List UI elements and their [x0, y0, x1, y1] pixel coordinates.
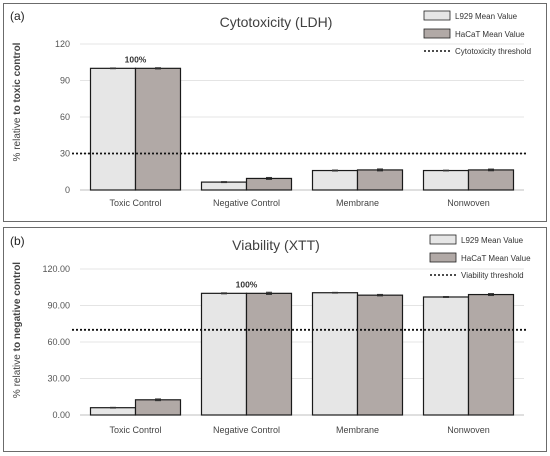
- panel-label: (a): [10, 9, 25, 23]
- x-category-label: Nonwoven: [447, 198, 490, 208]
- annotation-100-percent: 100%: [125, 54, 147, 64]
- annotation-100-percent: 100%: [236, 279, 258, 289]
- panel-label: (b): [10, 234, 25, 248]
- y-tick-label: 60.00: [47, 337, 70, 347]
- bar-l929-mean-value-nonwoven: [422, 169, 470, 191]
- bar-l929-mean-value-negative-control: [200, 292, 248, 416]
- bar-hacat-mean-value-membrane: [356, 169, 404, 191]
- legend-swatch-l929: [429, 234, 457, 245]
- legend-label-l929: L929 Mean Value: [455, 12, 518, 21]
- bar-l929-mean-value-toxic-control: [89, 407, 137, 416]
- y-axis-label: % relative to toxic control: [12, 42, 23, 161]
- y-tick-label: 90: [60, 76, 70, 86]
- chart-panel-viability: (b) Viability (XTT) % relative to negati…: [3, 227, 547, 452]
- bar-l929-mean-value-toxic-control: [89, 67, 137, 191]
- bar-hacat-mean-value-toxic-control: [134, 399, 182, 416]
- bar-l929-mean-value-negative-control: [200, 181, 248, 191]
- y-tick-label: 120: [55, 39, 70, 49]
- x-category-label: Toxic Control: [109, 198, 161, 208]
- bar-hacat-mean-value-negative-control: [245, 177, 293, 191]
- legend-swatch-l929: [423, 10, 451, 21]
- legend-label-threshold: Viability threshold: [461, 271, 524, 280]
- y-axis-label-bold: to toxic control: [12, 42, 23, 114]
- legend-swatch-hacat: [429, 252, 457, 263]
- bar-hacat-mean-value-membrane: [356, 294, 404, 416]
- y-axis-label: % relative to negative control: [12, 262, 23, 398]
- x-category-label: Nonwoven: [447, 425, 490, 435]
- x-category-label: Membrane: [336, 198, 379, 208]
- y-axis-label-plain: % relative: [12, 351, 23, 398]
- y-axis-label-bold: to negative control: [12, 262, 23, 352]
- y-axis-label-plain: % relative: [12, 115, 23, 162]
- legend-label-hacat: HaCaT Mean Value: [455, 30, 525, 39]
- y-tick-label: 0.00: [52, 410, 70, 420]
- y-tick-label: 0: [65, 185, 70, 195]
- bar-l929-mean-value-membrane: [311, 292, 359, 416]
- bar-hacat-mean-value-nonwoven: [467, 169, 515, 191]
- legend-label-threshold: Cytotoxicity threshold: [455, 47, 531, 56]
- x-category-label: Membrane: [336, 425, 379, 435]
- bar-hacat-mean-value-negative-control: [245, 292, 293, 416]
- bar-hacat-mean-value-nonwoven: [467, 293, 515, 416]
- chart-title: Viability (XTT): [232, 237, 320, 253]
- y-tick-label: 30: [60, 149, 70, 159]
- bar-hacat-mean-value-toxic-control: [134, 67, 182, 191]
- y-tick-label: 120.00: [42, 264, 70, 274]
- legend-swatch-hacat: [423, 28, 451, 39]
- y-tick-label: 30.00: [47, 374, 70, 384]
- x-category-label: Negative Control: [213, 198, 280, 208]
- x-category-label: Toxic Control: [109, 425, 161, 435]
- y-tick-label: 60: [60, 112, 70, 122]
- chart-panel-cytotoxicity: (a) Cytotoxicity (LDH) % relative to tox…: [3, 3, 547, 222]
- bar-l929-mean-value-nonwoven: [422, 296, 470, 416]
- y-tick-label: 90.00: [47, 301, 70, 311]
- bar-l929-mean-value-membrane: [311, 169, 359, 191]
- legend-label-hacat: HaCaT Mean Value: [461, 254, 531, 263]
- x-category-label: Negative Control: [213, 425, 280, 435]
- legend-label-l929: L929 Mean Value: [461, 236, 524, 245]
- chart-title: Cytotoxicity (LDH): [220, 14, 333, 30]
